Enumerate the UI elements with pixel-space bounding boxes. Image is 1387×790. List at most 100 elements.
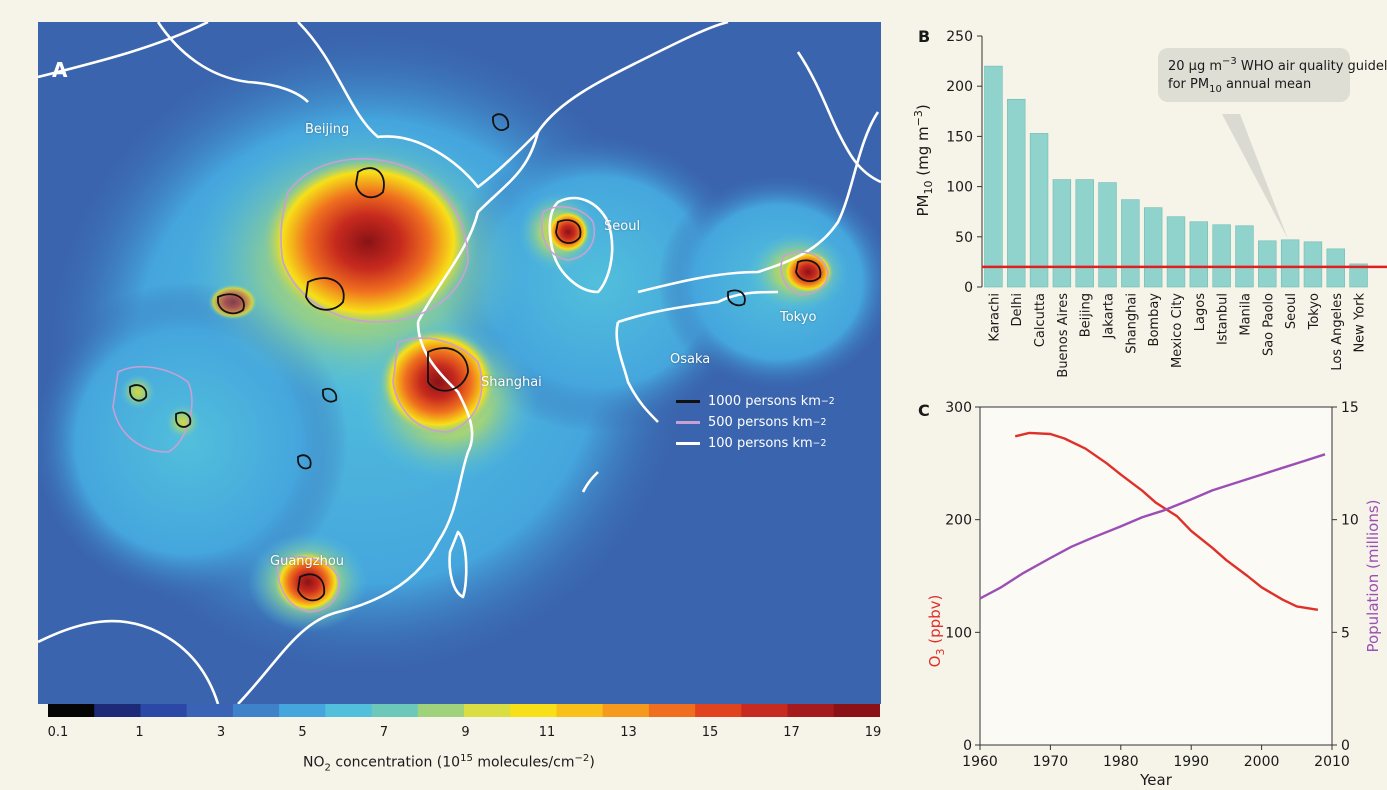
legend-item-500: 500 persons km −2 <box>676 412 864 433</box>
colorbar-segment <box>787 704 835 717</box>
legend-value-100: 100 <box>708 436 733 451</box>
bar-bombay <box>1143 207 1163 288</box>
legend-item-100: 100 persons km −2 <box>676 433 864 454</box>
legend-unit-500: persons km <box>736 415 813 430</box>
legend-swatch-500 <box>676 421 700 424</box>
annotation-line-1-pre: 20 μg m <box>1168 59 1222 74</box>
bar-shanghai <box>1121 199 1140 288</box>
colorbar-tick-label: 15 <box>701 725 719 740</box>
colorbar-label-sup2: −2 <box>574 753 590 764</box>
annotation-line-2: for PM10 annual mean <box>1168 77 1311 95</box>
legend-value-500: 500 <box>708 415 733 430</box>
y-tick-label: 200 <box>946 79 973 95</box>
colorbar-segment <box>464 704 511 717</box>
colorbar-label: NO2 concentration (1015 molecules/cm−2) <box>303 753 595 773</box>
x-tick-label: 2010 <box>1314 754 1350 770</box>
y-axis-label-end: ) <box>914 104 932 110</box>
y-tick-label: 150 <box>946 129 973 145</box>
legend-swatch-100 <box>676 442 700 445</box>
colorbar-segment <box>279 704 326 717</box>
bar-mexico-city <box>1166 216 1186 288</box>
map-graphic <box>38 22 881 704</box>
x-tick-label: Delhi <box>1010 293 1025 326</box>
y-axis-label-pre: PM <box>914 195 932 217</box>
annotation-line-2-post: annual mean <box>1222 77 1311 92</box>
colorbar-tick-label: 13 <box>620 725 637 740</box>
panel-b-letter: B <box>918 27 930 46</box>
colorbar-tick-label: 5 <box>298 725 307 740</box>
bar-new-york <box>1349 263 1368 288</box>
y-right-tick-label: 5 <box>1341 625 1350 641</box>
bar-lagos <box>1189 221 1209 288</box>
x-tick-label: Shanghai <box>1124 293 1139 354</box>
y-left-label-post: (ppbv) <box>926 595 944 649</box>
plot-area <box>979 406 1333 746</box>
no2-colorbar <box>48 704 880 717</box>
panel-a-letter: A <box>52 58 68 82</box>
colorbar-tick-label: 11 <box>538 725 556 740</box>
colorbar-label-sup: 15 <box>460 753 473 764</box>
y-left-tick-label: 200 <box>945 513 972 529</box>
colorbar-tick-label: 3 <box>216 725 226 740</box>
colorbar-segment <box>833 704 880 717</box>
x-tick-label: Mexico City <box>1170 293 1185 368</box>
y-tick-label: 50 <box>955 230 973 246</box>
bar-istanbul <box>1212 224 1231 288</box>
colorbar-tick-label: 19 <box>864 725 882 740</box>
legend-value-1000: 1000 <box>708 394 742 409</box>
x-tick-label: Jakarta <box>1102 293 1117 339</box>
legend-unit-1000: persons km <box>745 394 821 409</box>
x-axis-label: Year <box>1139 771 1173 789</box>
y-left-tick-label: 0 <box>963 738 972 754</box>
y-right-tick-label: 0 <box>1341 738 1350 754</box>
colorbar-label-sub: 2 <box>324 762 331 774</box>
x-tick-label: Los Angeles <box>1330 293 1345 371</box>
y-left-axis-label: O3 (ppbv) <box>926 595 947 668</box>
colorbar-tick-label: 17 <box>783 725 800 740</box>
no2-map <box>38 22 881 704</box>
y-tick-label: 100 <box>946 180 973 196</box>
colorbar-segment <box>232 704 280 717</box>
x-tick-label: Sao Paolo <box>1261 293 1276 356</box>
colorbar-segment <box>140 704 188 717</box>
annotation-bubble <box>1158 48 1350 102</box>
y-tick-label: 250 <box>946 29 973 45</box>
colorbar-segment <box>695 704 742 717</box>
city-label-tokyo: Tokyo <box>780 310 817 325</box>
y-axis-label-mid: (mg m <box>914 126 932 180</box>
legend-swatch-1000 <box>676 400 700 403</box>
colorbar-segment <box>325 704 373 717</box>
x-tick-label: 1980 <box>1103 754 1139 770</box>
y-axis-label: PM10 (mg m−3) <box>912 104 935 216</box>
colorbar-segment <box>741 704 789 717</box>
x-tick-label: Beijing <box>1079 293 1094 337</box>
city-label-guangzhou: Guangzhou <box>270 554 345 569</box>
legend-unit-100: persons km <box>736 436 813 451</box>
panel-c-letter: C <box>918 401 930 420</box>
x-tick-label: 1970 <box>1033 754 1069 770</box>
x-tick-label: Bombay <box>1147 293 1162 347</box>
x-tick-label: 1990 <box>1173 754 1209 770</box>
x-tick-label: Istanbul <box>1216 293 1231 345</box>
city-label-shanghai: Shanghai <box>481 375 542 390</box>
bar-manila <box>1235 225 1254 288</box>
annotation-line-2-pre: for PM <box>1168 77 1209 92</box>
bar-karachi <box>984 65 1003 288</box>
x-tick-label: Seoul <box>1284 293 1299 329</box>
y-tick-label: 0 <box>964 280 973 296</box>
y-left-tick-label: 100 <box>945 625 972 641</box>
colorbar-label-mid: concentration (10 <box>330 754 461 771</box>
legend-item-1000: 1000 persons km −2 <box>676 391 864 412</box>
x-tick-label: 2000 <box>1244 754 1280 770</box>
x-tick-label: Buenos Aires <box>1056 293 1071 378</box>
legend-exp-1000: −2 <box>820 396 835 407</box>
colorbar-label-end: ) <box>589 754 595 771</box>
annotation-line-2-sub: 10 <box>1209 84 1222 95</box>
colorbar-tick-label: 9 <box>461 725 470 740</box>
city-label-beijing: Beijing <box>305 122 350 137</box>
colorbar-label-pre: NO <box>303 754 325 771</box>
y-left-tick-label: 300 <box>945 400 972 416</box>
x-tick-label: Manila <box>1238 293 1253 336</box>
x-tick-label: Tokyo <box>1307 293 1322 330</box>
